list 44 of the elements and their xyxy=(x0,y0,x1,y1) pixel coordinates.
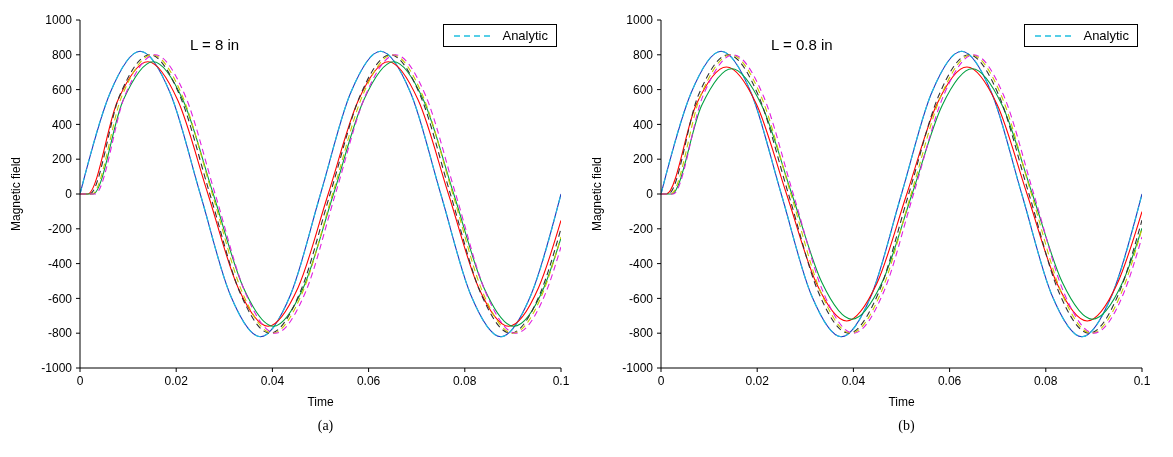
y-tick-label: -800 xyxy=(47,326,73,341)
x-tick-label: 0 xyxy=(76,373,84,388)
y-tick-label: 800 xyxy=(632,48,654,63)
x-tick-label: 0.06 xyxy=(937,373,962,388)
y-tick-label: -800 xyxy=(628,326,654,341)
y-tick-label: -1000 xyxy=(41,361,73,376)
x-tick-label: 0.08 xyxy=(1034,373,1058,388)
x-tick-label: 0.02 xyxy=(164,373,189,388)
y-tick-label: -200 xyxy=(47,222,73,237)
y-tick-label: 800 xyxy=(51,48,73,63)
y-tick-label: 200 xyxy=(51,152,73,167)
y-tick-label: 0 xyxy=(65,187,73,202)
y-tick-label: 600 xyxy=(51,82,73,97)
y-tick-label: -1000 xyxy=(622,361,654,376)
y-tick-label: 200 xyxy=(632,152,654,167)
y-tick-label: -400 xyxy=(47,256,73,271)
y-tick-label: 600 xyxy=(632,82,654,97)
y-tick-label: -400 xyxy=(628,256,654,271)
y-tick-label: 1000 xyxy=(626,13,654,28)
x-tick-label: 0.08 xyxy=(453,373,477,388)
annotation: L = 0.8 in xyxy=(771,36,833,53)
x-axis-title: Time xyxy=(888,395,915,409)
y-tick-label: 0 xyxy=(646,187,654,202)
x-tick-label: 0 xyxy=(657,373,665,388)
legend-label: Analytic xyxy=(502,28,548,43)
text: (a) xyxy=(316,418,335,434)
x-tick-label: 0.04 xyxy=(841,373,866,388)
y-tick-label: -600 xyxy=(628,291,654,306)
x-axis-title: Time xyxy=(307,395,334,409)
x-tick-label: 0.1 xyxy=(552,373,570,388)
y-axis-title: Magnetic field xyxy=(9,156,24,232)
x-tick-label: 0.04 xyxy=(260,373,285,388)
text: (b) xyxy=(897,418,916,434)
annotation: L = 8 in xyxy=(190,36,240,53)
x-tick-label: 0.06 xyxy=(356,373,381,388)
y-tick-label: -200 xyxy=(628,222,654,237)
x-tick-label: 0.02 xyxy=(745,373,770,388)
y-tick-label: -600 xyxy=(47,291,73,306)
y-axis-title: Magnetic field xyxy=(590,156,605,232)
y-tick-label: 400 xyxy=(51,117,73,132)
x-tick-label: 0.1 xyxy=(1133,373,1151,388)
y-tick-label: 1000 xyxy=(45,13,73,28)
legend-label: Analytic xyxy=(1083,28,1129,43)
y-tick-label: 400 xyxy=(632,117,654,132)
